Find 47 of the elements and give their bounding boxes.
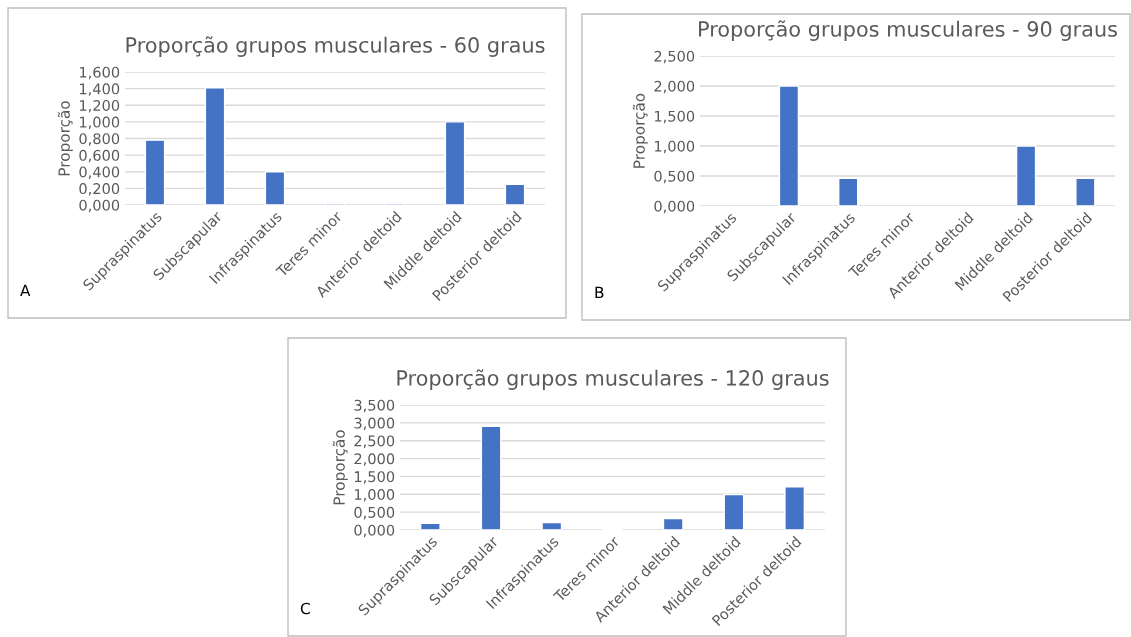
y-tick-label: 0,600 [79, 149, 120, 163]
y-axis-title: Proporção [57, 101, 73, 176]
y-tick-label: 3,000 [354, 417, 395, 431]
chart-title: Proporção grupos musculares - 90 graus [699, 20, 1117, 41]
y-tick-label: 2,500 [654, 50, 695, 64]
y-tick-label: 0,200 [79, 183, 120, 196]
y-tick-label: 0,500 [354, 506, 395, 520]
y-tick-label: 2,000 [654, 80, 695, 94]
bar [144, 139, 166, 205]
bar [838, 177, 859, 206]
y-tick-label: 0,000 [79, 199, 120, 213]
bar [264, 171, 286, 205]
y-tick-label: 3,500 [354, 399, 395, 413]
bar [784, 486, 806, 530]
y-tick-label: 0,000 [654, 200, 695, 214]
y-tick-label: 1,000 [79, 116, 120, 130]
y-tick-label: 1,000 [354, 489, 395, 502]
bar [204, 87, 226, 205]
bar [419, 522, 441, 530]
y-tick-label: 2,500 [354, 435, 395, 448]
bar [723, 493, 745, 530]
y-tick-label: 1,600 [79, 66, 120, 80]
bar [504, 183, 526, 205]
y-tick-label: 1,000 [654, 140, 695, 154]
y-tick-label: 0,500 [654, 170, 695, 184]
bar [1075, 177, 1096, 206]
y-tick-label: 2,000 [354, 453, 395, 466]
text: C [300, 602, 310, 615]
bar [1015, 145, 1037, 206]
chart-title: Proporção grupos musculares - 60 graus [126, 36, 545, 57]
y-tick-label: 1,400 [79, 83, 120, 96]
y-tick-label: 1,500 [654, 110, 695, 124]
bar [662, 517, 684, 530]
y-tick-label: 1,500 [354, 471, 395, 484]
y-tick-label: 0,400 [79, 166, 120, 179]
y-tick-label: 0,000 [354, 524, 395, 538]
bar [444, 121, 466, 205]
bar [541, 521, 563, 530]
text: B [595, 286, 604, 298]
y-tick-label: 1,200 [79, 99, 120, 113]
y-axis-title: Proporção [332, 430, 348, 505]
bar [778, 85, 800, 206]
chart-title: Proporção grupos musculares - 120 graus [397, 369, 829, 390]
y-axis-title: Proporção [632, 93, 648, 168]
text: A [20, 284, 31, 296]
y-tick-label: 0,800 [79, 133, 120, 146]
bar [480, 425, 502, 530]
